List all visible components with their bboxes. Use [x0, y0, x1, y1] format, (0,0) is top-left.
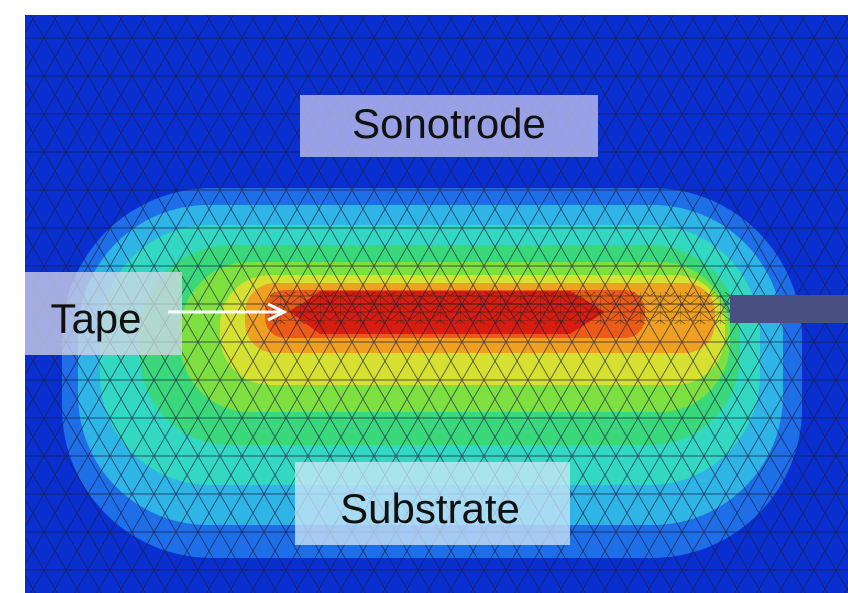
substrate-label: Substrate: [340, 485, 520, 532]
page: Sonotrode Tape Substrate (() => { const …: [0, 0, 848, 593]
tape-mesh: [270, 292, 730, 324]
sonotrode-label: Sonotrode: [352, 100, 546, 147]
tape-label: Tape: [50, 295, 141, 342]
fem-contour-view: Sonotrode Tape Substrate: [0, 0, 848, 593]
tape-end: [730, 295, 848, 323]
